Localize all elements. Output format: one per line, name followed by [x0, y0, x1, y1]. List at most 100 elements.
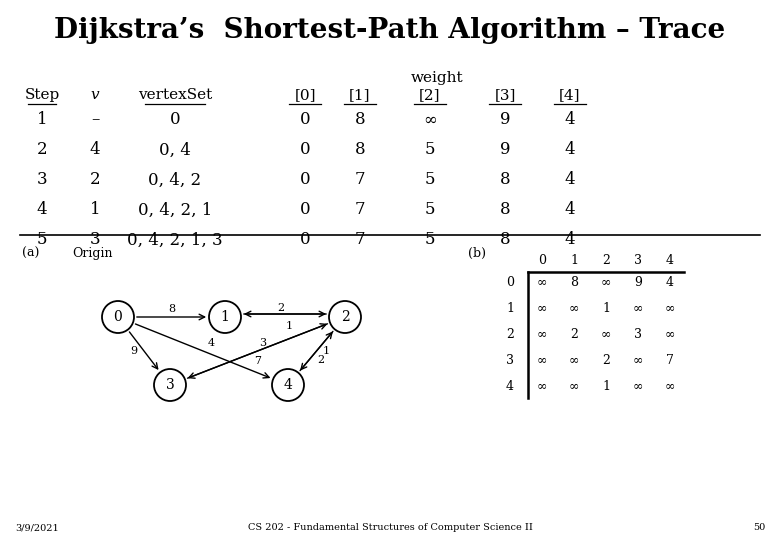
Text: (a): (a) [22, 247, 39, 260]
Text: 0: 0 [506, 275, 514, 288]
Text: 5: 5 [425, 201, 435, 219]
Text: ∞: ∞ [633, 301, 644, 314]
Text: 3: 3 [259, 338, 266, 348]
Text: ∞: ∞ [665, 380, 675, 393]
Text: 0: 0 [300, 111, 310, 129]
Text: 4: 4 [565, 141, 576, 159]
Text: 2: 2 [37, 141, 48, 159]
Text: 5: 5 [425, 141, 435, 159]
Text: 0, 4, 2, 1, 3: 0, 4, 2, 1, 3 [127, 232, 223, 248]
Text: [1]: [1] [349, 88, 370, 102]
Text: [4]: [4] [559, 88, 581, 102]
Text: 4: 4 [565, 201, 576, 219]
Text: Origin: Origin [72, 247, 112, 260]
Text: 4: 4 [666, 275, 674, 288]
Text: 2: 2 [90, 172, 101, 188]
Text: 7: 7 [666, 354, 674, 367]
Text: 3: 3 [165, 378, 175, 392]
Text: 8: 8 [168, 304, 175, 314]
Circle shape [209, 301, 241, 333]
Text: 4: 4 [666, 253, 674, 267]
Text: ∞: ∞ [423, 111, 437, 129]
Text: ∞: ∞ [537, 327, 548, 341]
Text: ∞: ∞ [569, 354, 580, 367]
Text: 8: 8 [500, 201, 510, 219]
Text: 8: 8 [500, 232, 510, 248]
Text: 0, 4: 0, 4 [159, 141, 191, 159]
Text: 7: 7 [355, 232, 365, 248]
Text: 0: 0 [300, 232, 310, 248]
Text: 4: 4 [207, 338, 215, 348]
Text: 1: 1 [602, 380, 610, 393]
Text: ∞: ∞ [665, 301, 675, 314]
Text: weight: weight [411, 71, 464, 85]
Text: ∞: ∞ [537, 275, 548, 288]
Text: 2: 2 [602, 253, 610, 267]
Text: 4: 4 [506, 380, 514, 393]
Text: 2: 2 [278, 303, 285, 313]
Text: CS 202 - Fundamental Structures of Computer Science II: CS 202 - Fundamental Structures of Compu… [247, 523, 533, 532]
Text: 7: 7 [355, 201, 365, 219]
Text: 3: 3 [634, 253, 642, 267]
Text: 5: 5 [425, 232, 435, 248]
Text: 0: 0 [114, 310, 122, 324]
Text: 8: 8 [500, 172, 510, 188]
Text: 0: 0 [300, 201, 310, 219]
Text: 5: 5 [425, 172, 435, 188]
Text: 4: 4 [565, 111, 576, 129]
Text: 1: 1 [221, 310, 229, 324]
Text: Dijkstra’s  Shortest-Path Algorithm – Trace: Dijkstra’s Shortest-Path Algorithm – Tra… [55, 17, 725, 44]
Text: 1: 1 [506, 301, 514, 314]
Text: 3: 3 [90, 232, 101, 248]
Text: 1: 1 [323, 346, 330, 356]
Circle shape [329, 301, 361, 333]
Text: 0, 4, 2: 0, 4, 2 [148, 172, 201, 188]
Text: (b): (b) [468, 247, 486, 260]
Text: ∞: ∞ [633, 380, 644, 393]
Text: Step: Step [24, 88, 59, 102]
Text: 1: 1 [602, 301, 610, 314]
Text: 2: 2 [317, 355, 324, 365]
Text: 4: 4 [284, 378, 292, 392]
Text: 9: 9 [634, 275, 642, 288]
Text: 9: 9 [130, 346, 137, 356]
Text: 8: 8 [355, 141, 365, 159]
Text: ∞: ∞ [537, 354, 548, 367]
Text: vertexSet: vertexSet [138, 88, 212, 102]
Text: 5: 5 [37, 232, 48, 248]
Text: 9: 9 [500, 141, 510, 159]
Text: ∞: ∞ [569, 380, 580, 393]
Text: 8: 8 [570, 275, 578, 288]
Text: 7: 7 [355, 172, 365, 188]
Text: 1: 1 [37, 111, 48, 129]
Text: ∞: ∞ [633, 354, 644, 367]
Text: [0]: [0] [294, 88, 316, 102]
Text: 2: 2 [341, 310, 349, 324]
Text: ∞: ∞ [537, 301, 548, 314]
Text: [3]: [3] [495, 88, 516, 102]
Circle shape [154, 369, 186, 401]
Text: 0, 4, 2, 1: 0, 4, 2, 1 [138, 201, 212, 219]
Text: 2: 2 [570, 327, 578, 341]
Text: ∞: ∞ [601, 327, 612, 341]
Text: –: – [90, 111, 99, 129]
Text: ∞: ∞ [601, 275, 612, 288]
Text: 4: 4 [565, 232, 576, 248]
Text: v: v [90, 88, 99, 102]
Text: 3/9/2021: 3/9/2021 [15, 523, 58, 532]
Text: 3: 3 [506, 354, 514, 367]
Text: 4: 4 [37, 201, 48, 219]
Text: 1: 1 [90, 201, 101, 219]
Text: 1: 1 [285, 321, 292, 331]
Text: 2: 2 [506, 327, 514, 341]
Circle shape [102, 301, 134, 333]
Text: 8: 8 [355, 111, 365, 129]
Text: ∞: ∞ [537, 380, 548, 393]
Text: 0: 0 [300, 172, 310, 188]
Text: 9: 9 [500, 111, 510, 129]
Text: ∞: ∞ [665, 327, 675, 341]
Text: 7: 7 [254, 356, 261, 366]
Text: 0: 0 [538, 253, 546, 267]
Text: 0: 0 [300, 141, 310, 159]
Text: [2]: [2] [420, 88, 441, 102]
